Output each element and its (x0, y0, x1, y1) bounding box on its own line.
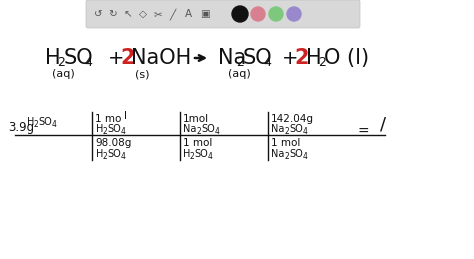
Text: (s): (s) (135, 69, 149, 79)
Text: 2: 2 (103, 126, 108, 135)
Text: 4: 4 (208, 152, 213, 161)
Text: SO: SO (107, 149, 121, 159)
Text: 1 mo: 1 mo (95, 114, 121, 124)
Text: 2: 2 (120, 48, 135, 68)
Text: 4: 4 (84, 55, 92, 68)
Text: NaOH: NaOH (131, 48, 191, 68)
Text: ✂: ✂ (154, 9, 163, 19)
Text: 4: 4 (215, 126, 220, 135)
Text: H: H (96, 149, 103, 159)
Text: SO: SO (289, 124, 303, 134)
Text: SO: SO (289, 149, 303, 159)
Text: 2: 2 (57, 55, 65, 68)
Text: /: / (380, 115, 386, 133)
Text: 2: 2 (197, 126, 202, 135)
Text: H: H (306, 48, 322, 68)
Text: H: H (96, 124, 103, 134)
Text: 4: 4 (263, 55, 271, 68)
Text: 2: 2 (190, 152, 195, 161)
Text: 142.04g: 142.04g (271, 114, 314, 124)
Text: 4: 4 (52, 119, 57, 128)
Text: ↻: ↻ (109, 9, 118, 19)
Text: 4: 4 (303, 126, 308, 135)
Text: Na: Na (271, 124, 284, 134)
Text: 3.9g: 3.9g (8, 120, 34, 133)
Text: SO: SO (107, 124, 121, 134)
Circle shape (232, 6, 248, 22)
Text: 4: 4 (121, 152, 126, 161)
Text: Na: Na (183, 124, 196, 134)
Text: 2: 2 (294, 48, 309, 68)
Text: ╱: ╱ (170, 8, 176, 20)
Text: Na: Na (218, 48, 246, 68)
Text: Na: Na (271, 149, 284, 159)
Text: SO: SO (38, 117, 52, 127)
Text: ◇: ◇ (139, 9, 147, 19)
Text: 2: 2 (285, 152, 290, 161)
Text: H: H (27, 117, 35, 127)
Text: 4: 4 (303, 152, 308, 161)
Text: ↖: ↖ (124, 9, 132, 19)
Text: l: l (124, 111, 127, 121)
Text: 2: 2 (103, 152, 108, 161)
Text: SO: SO (201, 124, 215, 134)
Text: +: + (108, 48, 125, 68)
Text: ▣: ▣ (200, 9, 210, 19)
Text: 2: 2 (285, 126, 290, 135)
Text: 2: 2 (236, 55, 244, 68)
Text: SO: SO (243, 48, 273, 68)
Text: 1mol: 1mol (183, 114, 209, 124)
FancyBboxPatch shape (86, 0, 360, 28)
Text: (aq): (aq) (52, 69, 75, 79)
Text: A: A (184, 9, 191, 19)
Text: 1 mol: 1 mol (271, 138, 301, 148)
Text: =: = (358, 125, 370, 139)
Text: H: H (183, 149, 191, 159)
Text: (aq): (aq) (228, 69, 251, 79)
Text: O (l): O (l) (324, 48, 369, 68)
Text: H: H (45, 48, 61, 68)
Circle shape (269, 7, 283, 21)
Text: 1 mol: 1 mol (183, 138, 212, 148)
Text: 98.08g: 98.08g (95, 138, 131, 148)
Text: 2: 2 (318, 55, 326, 68)
Text: ↺: ↺ (94, 9, 102, 19)
Text: +: + (282, 48, 299, 68)
Text: SO: SO (64, 48, 94, 68)
Circle shape (287, 7, 301, 21)
Text: SO: SO (194, 149, 208, 159)
Circle shape (251, 7, 265, 21)
Text: 2: 2 (34, 119, 39, 128)
Text: 4: 4 (121, 126, 126, 135)
